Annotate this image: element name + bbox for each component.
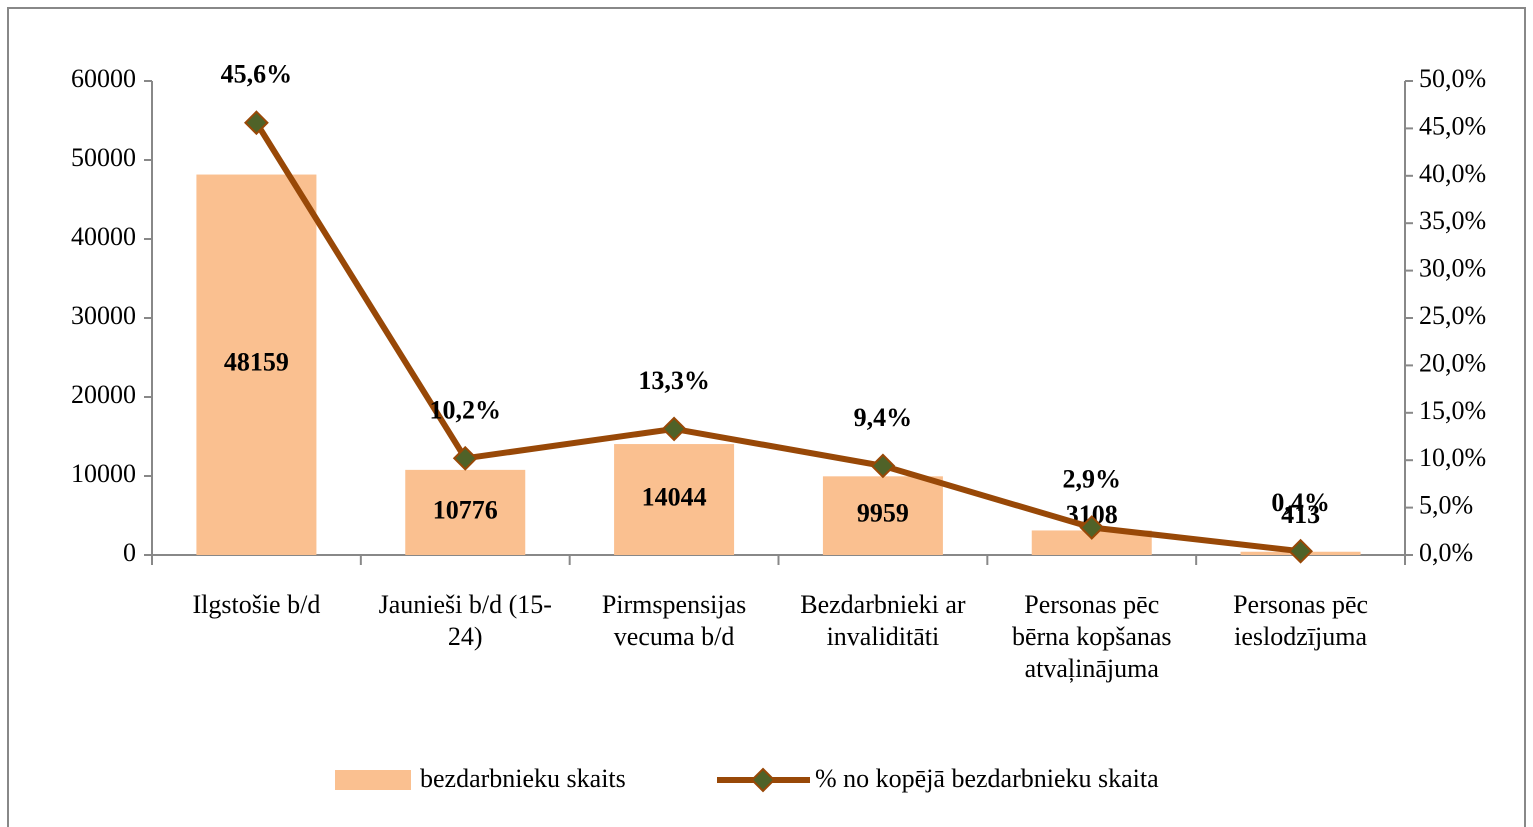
x-tick-label: Pirmspensijas vecuma b/d [602, 590, 746, 651]
line-marker [870, 453, 896, 479]
line-value-label: 45,6% [221, 60, 293, 89]
x-tick-label: Personas pēc ieslodzījuma [1233, 590, 1368, 651]
x-tick-label-line: vecuma b/d [614, 622, 735, 651]
y2-tick-label: 35,0% [1419, 206, 1486, 235]
bar-value-label: 14044 [642, 482, 707, 511]
x-tick-label-line: Personas pēc [1024, 590, 1159, 619]
y2-tick-label: 45,0% [1419, 111, 1486, 140]
y-tick-label: 60000 [71, 64, 136, 93]
y2-tick-label: 0,0% [1419, 538, 1473, 567]
x-tick-label: Ilgstošie b/d [192, 590, 320, 619]
line-marker [452, 445, 478, 471]
bar-value-label: 413 [1281, 500, 1320, 529]
y-tick-label: 40000 [71, 222, 136, 251]
x-tick-label-line: bērna kopšanas [1012, 622, 1172, 651]
y2-tick-label: 5,0% [1419, 491, 1473, 520]
y-tick-label: 0 [123, 538, 136, 567]
x-tick-label-line: 24) [448, 622, 483, 651]
y-tick-label: 20000 [71, 380, 136, 409]
y-tick-label: 50000 [71, 143, 136, 172]
y2-tick-label: 10,0% [1419, 443, 1486, 472]
x-tick-label-line: Jaunieši b/d (15- [379, 590, 552, 619]
y2-tick-label: 50,0% [1419, 64, 1486, 93]
bar [614, 444, 735, 555]
y-tick-label: 10000 [71, 459, 136, 488]
line-marker [661, 416, 687, 442]
line-value-label: 2,9% [1063, 464, 1122, 493]
legend-label: bezdarbnieku skaits [420, 764, 626, 793]
x-tick-label-line: Personas pēc [1233, 590, 1368, 619]
y2-tick-label: 15,0% [1419, 396, 1486, 425]
x-tick-label-line: Pirmspensijas [602, 590, 746, 619]
x-tick-label: Jaunieši b/d (15- 24) [379, 590, 552, 651]
line-marker [1288, 538, 1313, 564]
line-value-label: 13,3% [638, 366, 710, 395]
line-value-label: 10,2% [430, 395, 502, 424]
chart-frame [7, 7, 1526, 827]
x-tick-label-line: Ilgstošie b/d [192, 590, 320, 619]
line-marker [244, 110, 269, 136]
legend-swatch [335, 770, 411, 790]
y2-tick-label: 30,0% [1419, 254, 1486, 283]
x-tick-label-line: ieslodzījuma [1234, 622, 1367, 651]
line-value-label: 9,4% [854, 403, 913, 432]
x-tick-label: Personas pēc bērna kopšanas atvaļinājuma [1012, 590, 1172, 683]
x-tick-label: Bezdarbnieki ar invaliditāti [800, 590, 966, 651]
bar [196, 174, 317, 556]
line [253, 121, 1301, 555]
y2-tick-label: 20,0% [1419, 348, 1486, 377]
x-tick-label-line: Bezdarbnieki ar [800, 590, 966, 619]
line-value-label: 0,4% [1271, 488, 1330, 517]
line-marker [1079, 515, 1105, 540]
legend-marker [750, 767, 776, 793]
y-tick-label: 30000 [71, 301, 136, 330]
bar [405, 469, 526, 555]
legend-label: % no kopējā bezdarbnieku skaita [815, 764, 1159, 793]
bar-value-label: 10776 [433, 495, 498, 524]
x-tick-label-line: atvaļinājuma [1025, 654, 1160, 683]
bar-value-label: 9959 [857, 499, 909, 528]
y2-tick-label: 25,0% [1419, 301, 1486, 330]
bar [822, 476, 943, 555]
y2-tick-label: 40,0% [1419, 159, 1486, 188]
bar-value-label: 48159 [224, 348, 289, 377]
x-tick-label-line: invaliditāti [827, 622, 940, 651]
